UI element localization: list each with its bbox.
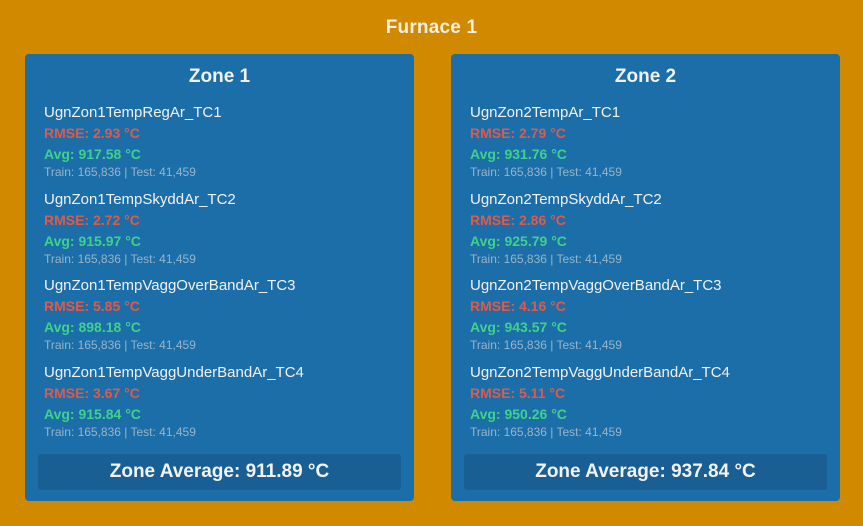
sensor-name: UgnZon1TempVaggOverBandAr_TC3 bbox=[44, 277, 296, 294]
avg-value: Avg: 915.84 °C bbox=[44, 405, 141, 422]
rmse-value: RMSE: 5.11 °C bbox=[470, 384, 566, 401]
zone-average: Zone Average: 911.89 °C bbox=[38, 454, 401, 490]
sensor-card: UgnZon1TempSkyddAr_TC2 RMSE: 2.72 °C Avg… bbox=[44, 191, 402, 278]
train-test-counts: Train: 165,836 | Test: 41,459 bbox=[44, 338, 196, 352]
avg-value: Avg: 950.26 °C bbox=[470, 405, 567, 422]
avg-value: Avg: 915.97 °C bbox=[44, 232, 141, 249]
sensor-list: UgnZon1TempRegAr_TC1 RMSE: 2.93 °C Avg: … bbox=[44, 104, 402, 450]
sensor-name: UgnZon2TempAr_TC1 bbox=[470, 104, 621, 121]
sensor-name: UgnZon1TempVaggUnderBandAr_TC4 bbox=[44, 363, 304, 381]
sensor-card: UgnZon2TempVaggUnderBandAr_TC4 RMSE: 5.1… bbox=[470, 364, 828, 451]
sensor-card: UgnZon1TempRegAr_TC1 RMSE: 2.93 °C Avg: … bbox=[44, 104, 402, 191]
rmse-value: RMSE: 2.79 °C bbox=[470, 125, 566, 141]
sensor-card: UgnZon1TempVaggUnderBandAr_TC4 RMSE: 3.6… bbox=[44, 364, 402, 451]
train-test-counts: Train: 165,836 | Test: 41,459 bbox=[470, 338, 622, 352]
rmse-value: RMSE: 5.85 °C bbox=[44, 298, 140, 314]
rmse-value: RMSE: 4.16 °C bbox=[470, 298, 566, 314]
train-test-counts: Train: 165,836 | Test: 41,459 bbox=[44, 251, 196, 266]
zone-title: Zone 2 bbox=[614, 66, 677, 87]
furnace-title: Furnace 1 bbox=[385, 17, 478, 38]
avg-value: Avg: 917.58 °C bbox=[44, 146, 141, 162]
train-test-counts: Train: 165,836 | Test: 41,459 bbox=[470, 165, 622, 179]
sensor-card: UgnZon2TempSkyddAr_TC2 RMSE: 2.86 °C Avg… bbox=[470, 191, 828, 278]
train-test-counts: Train: 165,836 | Test: 41,459 bbox=[470, 424, 622, 439]
train-test-counts: Train: 165,836 | Test: 41,459 bbox=[44, 424, 196, 439]
sensor-name: UgnZon2TempVaggUnderBandAr_TC4 bbox=[470, 363, 730, 381]
sensor-name: UgnZon2TempSkyddAr_TC2 bbox=[470, 190, 662, 208]
train-test-counts: Train: 165,836 | Test: 41,459 bbox=[470, 251, 622, 266]
sensor-name: UgnZon2TempVaggOverBandAr_TC3 bbox=[470, 277, 722, 294]
rmse-value: RMSE: 2.72 °C bbox=[44, 211, 140, 228]
rmse-value: RMSE: 3.67 °C bbox=[44, 384, 140, 401]
train-test-counts: Train: 165,836 | Test: 41,459 bbox=[44, 165, 196, 179]
sensor-card: UgnZon2TempAr_TC1 RMSE: 2.79 °C Avg: 931… bbox=[470, 104, 828, 191]
sensor-card: UgnZon2TempVaggOverBandAr_TC3 RMSE: 4.16… bbox=[470, 277, 828, 364]
avg-value: Avg: 943.57 °C bbox=[470, 319, 567, 335]
rmse-value: RMSE: 2.93 °C bbox=[44, 125, 140, 141]
rmse-value: RMSE: 2.86 °C bbox=[470, 211, 566, 228]
zone-2-panel: Zone 2 UgnZon2TempAr_TC1 RMSE: 2.79 °C A… bbox=[451, 54, 840, 501]
sensor-card: UgnZon1TempVaggOverBandAr_TC3 RMSE: 5.85… bbox=[44, 277, 402, 364]
zone-1-panel: Zone 1 UgnZon1TempRegAr_TC1 RMSE: 2.93 °… bbox=[25, 54, 414, 501]
avg-value: Avg: 925.79 °C bbox=[470, 232, 567, 249]
sensor-name: UgnZon1TempSkyddAr_TC2 bbox=[44, 190, 236, 208]
avg-value: Avg: 931.76 °C bbox=[470, 146, 567, 162]
zone-title: Zone 1 bbox=[188, 66, 251, 87]
avg-value: Avg: 898.18 °C bbox=[44, 319, 141, 335]
sensor-list: UgnZon2TempAr_TC1 RMSE: 2.79 °C Avg: 931… bbox=[470, 104, 828, 450]
sensor-name: UgnZon1TempRegAr_TC1 bbox=[44, 104, 222, 121]
zone-average: Zone Average: 937.84 °C bbox=[464, 454, 827, 490]
